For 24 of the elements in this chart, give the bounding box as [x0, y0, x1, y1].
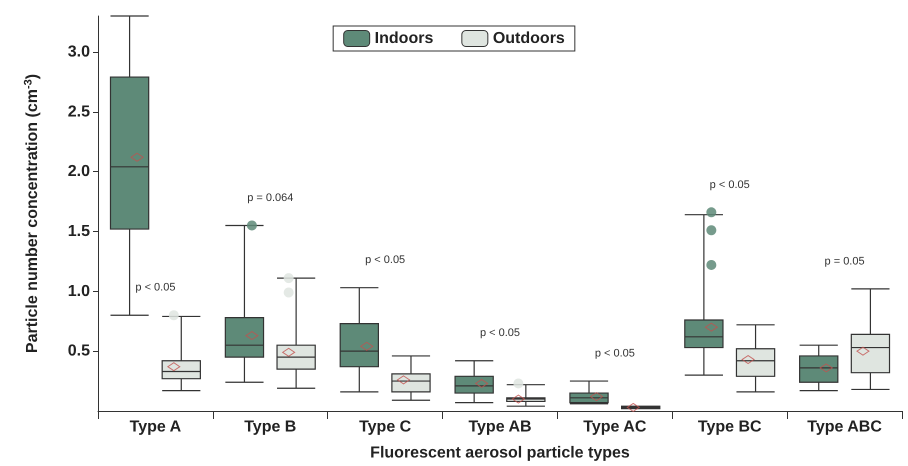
annotation: p < 0.05 — [594, 348, 635, 360]
x-axis-title: Fluorescent aerosol particle types — [370, 444, 630, 462]
y-tick-label: 1.5 — [68, 222, 90, 240]
x-tick-label: Type A — [130, 418, 182, 436]
annotation: p < 0.05 — [135, 282, 176, 294]
annotation: p < 0.05 — [710, 178, 750, 191]
x-tick-label: Type AC — [583, 418, 647, 436]
legend-label: Outdoors — [492, 30, 565, 47]
y-tick-label: 3.0 — [68, 43, 90, 60]
x-tick-label: Type B — [244, 418, 296, 436]
y-tick-label: 0.5 — [68, 342, 90, 360]
x-tick-label: Type AB — [468, 418, 532, 436]
x-tick-label: Type ABC — [807, 418, 882, 436]
annotation: p = 0.05 — [824, 255, 865, 268]
x-tick-label: Type C — [359, 418, 412, 436]
annotation: p = 0.064 — [247, 192, 294, 204]
y-tick-label: 2.0 — [68, 163, 90, 180]
x-tick-label: Type BC — [698, 418, 762, 436]
y-axis-title: Particle number concentration (cm-3) — [22, 74, 41, 354]
annotation: p < 0.05 — [480, 327, 520, 340]
y-tick-label: 1.0 — [68, 282, 90, 300]
y-tick-label: 2.5 — [68, 103, 90, 120]
annotation: p < 0.05 — [365, 254, 406, 266]
legend-label: Indoors — [374, 30, 434, 47]
